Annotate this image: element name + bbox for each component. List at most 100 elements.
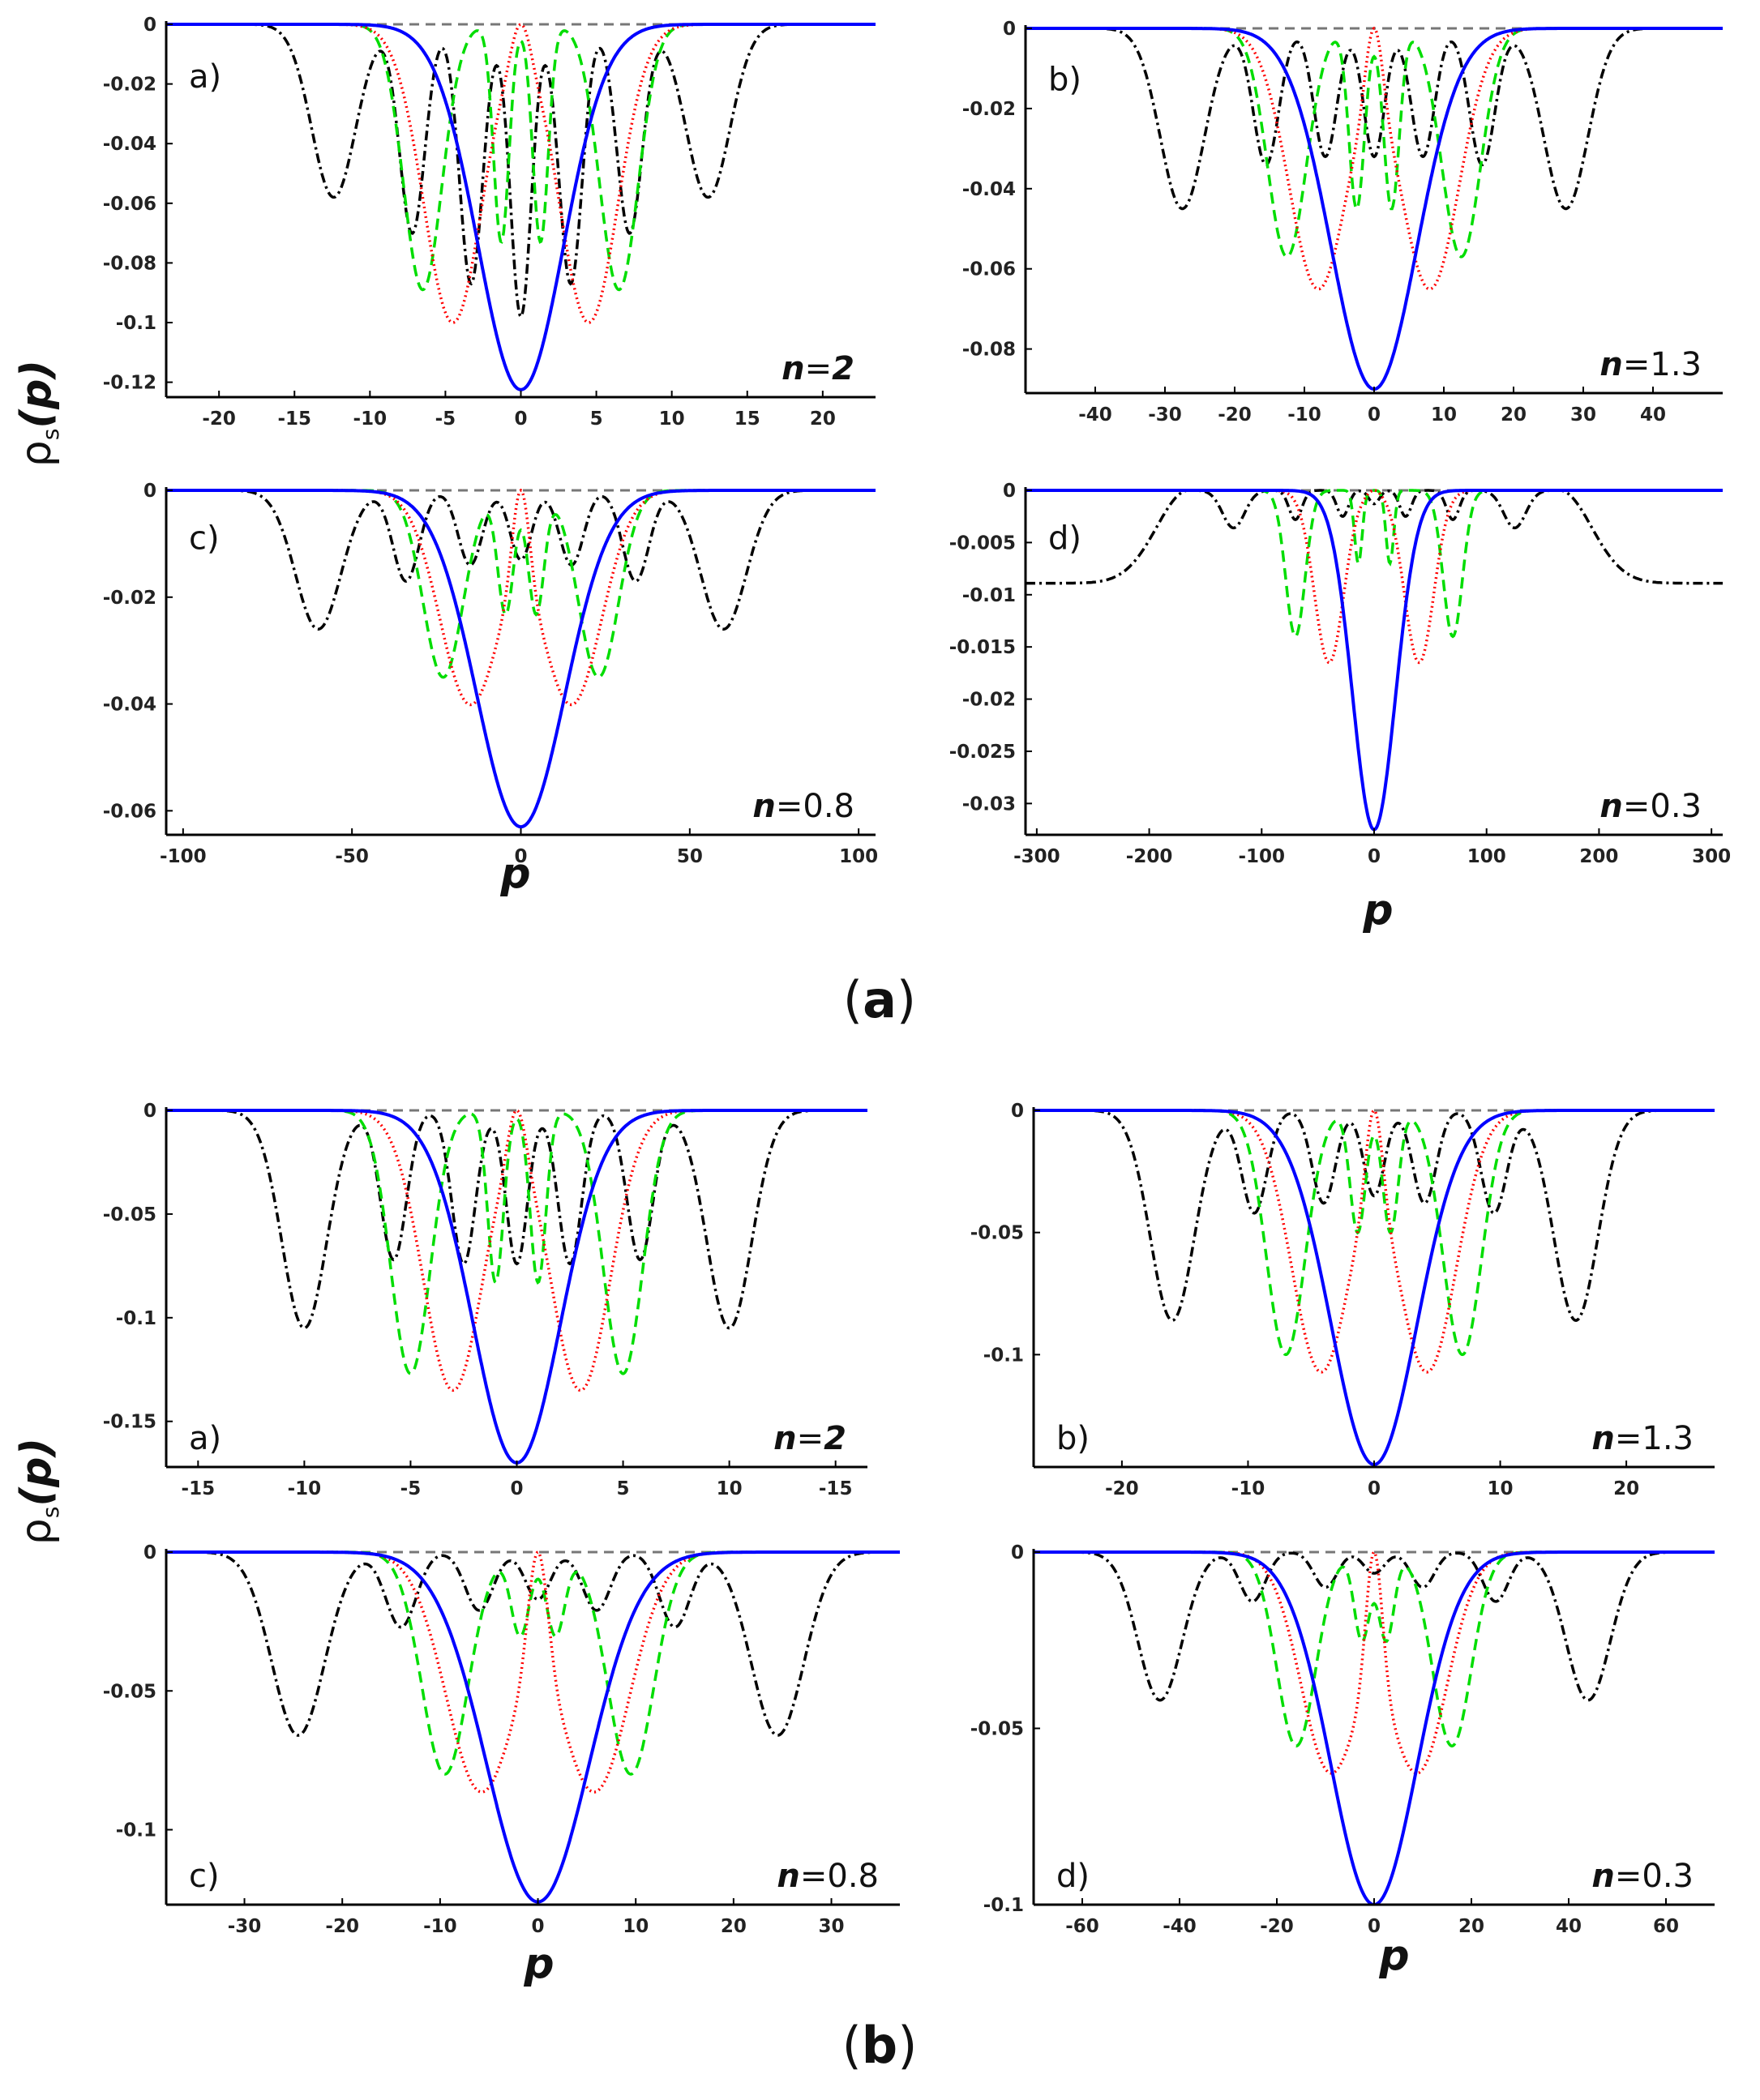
- panel-a-a-y-tick-label: -0.1: [116, 313, 156, 334]
- x-axis-title-b-c: p: [523, 1940, 554, 1988]
- panel-a-c-y-tick-label: -0.02: [103, 588, 156, 609]
- panel-a-b-x-tick-label: 10: [1431, 404, 1457, 426]
- panel-a-b-x-tick-label: 0: [1368, 404, 1381, 426]
- panel-b-c-x-tick-label: -10: [423, 1916, 457, 1937]
- panel-b-d-series-state-4: [1034, 1550, 1715, 1702]
- panel-b-b-series-state-4: [1034, 1109, 1715, 1322]
- panel-a-c-y-tick-label: -0.04: [103, 695, 156, 716]
- panel-a-a-x-tick-label: -20: [202, 408, 236, 430]
- panel-a-d-series-state-3: [1026, 489, 1723, 639]
- panel-a-d-y-tick-label: -0.03: [962, 793, 1016, 815]
- panel-b-c-letter: c): [189, 1858, 220, 1895]
- panel-a-b: -40 -30 -20 -10 0 10 20 30 40 0 -0.02 -0.04 -0.06 -0.…: [962, 19, 1723, 426]
- panels-layer: -20 -15 -10 -5 0 5 10 15 200-0.02-0.04-0.06-0.08…: [103, 15, 1731, 1937]
- panel-a-d-x-tick-label: -300: [1013, 846, 1060, 867]
- panel-b-c-series-state-1: [166, 1550, 900, 1904]
- panel-a-b-series-state-1: [1026, 27, 1723, 391]
- panel-b-a-x-tick-label: -15: [819, 1478, 853, 1499]
- panel-b-b-y-tick-label: -0.05: [970, 1223, 1024, 1244]
- panel-a-a-x-tick-label: -15: [277, 408, 311, 430]
- panel-b-a-series-state-2: [166, 1109, 867, 1392]
- panel-b-a-series-state-4: [166, 1109, 867, 1330]
- panel-a-b-y-tick-label: -0.04: [962, 179, 1016, 200]
- group-label-b: (b): [842, 2016, 918, 2075]
- panel-b-d-series-state-3: [1034, 1550, 1715, 1748]
- panel-b-d-x-tick-label: 40: [1556, 1916, 1582, 1937]
- panel-a-a-y-tick-label: -0.12: [103, 373, 156, 394]
- x-axis-title-a-c: p: [499, 849, 530, 898]
- panel-a-c-x-tick-label: 0: [514, 846, 527, 867]
- panel-b-a-x-tick-label: 5: [617, 1478, 630, 1499]
- panel-b-b-n-label: n=1.3: [1591, 1420, 1694, 1457]
- panel-a-b-x-tick-label: 30: [1570, 404, 1596, 426]
- panel-b-b: -20 -10 0 10 20 0 -0.05 -0.1 b) n=1.3: [970, 1101, 1715, 1499]
- panel-a-a-x-tick-label: -10: [353, 408, 388, 430]
- panel-a-a-x-tick-label: 0: [514, 408, 527, 430]
- panel-a-d-x-tick-label: -100: [1239, 846, 1286, 867]
- panel-a-b-y-tick-label: -0.02: [962, 99, 1016, 120]
- panel-a-c-x-tick-label: -100: [160, 846, 207, 867]
- panel-b-b-x-tick-label: 10: [1488, 1478, 1514, 1499]
- panel-a-d-y-tick-label: 0: [1003, 481, 1016, 502]
- panel-a-a-y-tick-label: -0.02: [103, 75, 156, 96]
- panel-a-d-y-tick-label: -0.005: [949, 532, 1016, 554]
- panel-b-c: -30 -20 -10 0 10 20 30 0 -0.05 -0.1 c) n=0.8: [103, 1542, 900, 1937]
- panel-b-b-letter: b): [1056, 1420, 1090, 1457]
- panel-b-a-x-tick-label: -10: [288, 1478, 322, 1499]
- panel-a-c-y-tick-label: 0: [143, 481, 156, 502]
- panel-a-b-y-tick-label: -0.06: [962, 259, 1016, 280]
- panel-a-a-x-tick-label: 5: [590, 408, 603, 430]
- panel-a-d: -300 -200 -100 0 100 200 300 0 -0.005 -0.01 -0.015…: [949, 481, 1731, 867]
- panel-a-a-n-label: n=2: [782, 350, 854, 387]
- panel-a-b-series-state-3: [1026, 27, 1723, 259]
- panel-a-a-x-tick-label: 10: [659, 408, 685, 430]
- panel-a-a-letter: a): [189, 58, 221, 96]
- panel-a-b-y-tick-label: -0.08: [962, 340, 1016, 361]
- panel-b-a: -15 -10 -5 0 5 10 -15 0 -0.05 -0.1 -0.15 a) n=2: [103, 1101, 867, 1499]
- panel-a-b-series-state-2: [1026, 26, 1723, 291]
- panel-a-d-y-tick-label: -0.02: [962, 690, 1016, 711]
- panel-a-a-x-tick-label: -5: [435, 408, 456, 430]
- panel-b-b-y-tick-label: -0.1: [983, 1345, 1024, 1366]
- panel-a-a-x-tick-label: 20: [810, 408, 836, 430]
- panel-a-c-x-tick-label: -50: [335, 846, 369, 867]
- panel-a-d-y-tick-label: -0.025: [949, 742, 1016, 763]
- y-axis-title-group-b: ρs(p): [12, 1438, 64, 1545]
- panel-b-d: -60 -40 -20 0 20 40 60 0 -0.05 -0.1 d) n=0.3: [970, 1542, 1715, 1937]
- panel-b-c-y-tick-label: -0.1: [116, 1820, 156, 1841]
- panel-a-a: -20 -15 -10 -5 0 5 10 15 20 0 -0.02 -0.04 -0.06 -0.08…: [103, 15, 876, 430]
- panel-a-b-series-state-4: [1026, 27, 1723, 211]
- panel-a-b-x-tick-label: -20: [1218, 404, 1252, 426]
- panel-b-b-x-tick-label: -10: [1231, 1478, 1265, 1499]
- panel-a-d-n-label: n=0.3: [1599, 788, 1702, 825]
- panel-a-c-series-state-4: [166, 489, 876, 631]
- panel-a-d-y-tick-label: -0.015: [949, 637, 1016, 658]
- panel-b-b-series-state-2: [1034, 1108, 1715, 1374]
- panel-b-a-n-label: n=2: [773, 1420, 846, 1457]
- panel-a-d-series-state-4: [1026, 489, 1723, 585]
- panel-b-a-x-tick-label: -5: [400, 1478, 422, 1499]
- panel-b-b-y-tick-label: 0: [1011, 1101, 1024, 1122]
- panel-b-c-n-label: n=0.8: [777, 1858, 879, 1895]
- panel-b-d-x-tick-label: -20: [1260, 1916, 1294, 1937]
- panel-b-a-x-tick-label: 10: [717, 1478, 743, 1499]
- panel-a-d-x-tick-label: 100: [1467, 846, 1506, 867]
- panel-a-b-x-tick-label: 20: [1501, 404, 1527, 426]
- panel-a-d-x-tick-label: 200: [1579, 846, 1618, 867]
- panel-b-c-x-tick-label: -30: [228, 1916, 262, 1937]
- panel-b-a-y-tick-label: -0.15: [103, 1412, 156, 1433]
- panel-a-d-x-tick-label: 300: [1692, 846, 1731, 867]
- panel-b-d-series-state-2: [1034, 1550, 1715, 1775]
- x-axis-title-a-d: p: [1362, 886, 1393, 935]
- panel-a-a-series-state-3: [166, 23, 876, 292]
- panel-a-b-x-tick-label: -30: [1148, 404, 1182, 426]
- panel-a-c-series-state-2: [166, 488, 876, 707]
- panel-a-a-series-state-1: [166, 23, 876, 391]
- panel-a-a-x-tick-label: 15: [734, 408, 760, 430]
- panel-b-c-y-tick-label: -0.05: [103, 1681, 156, 1702]
- panel-b-d-x-tick-label: -60: [1065, 1916, 1099, 1937]
- panel-b-a-y-tick-label: -0.05: [103, 1204, 156, 1225]
- panel-b-a-letter: a): [189, 1420, 221, 1457]
- panel-b-c-x-tick-label: 10: [623, 1916, 649, 1937]
